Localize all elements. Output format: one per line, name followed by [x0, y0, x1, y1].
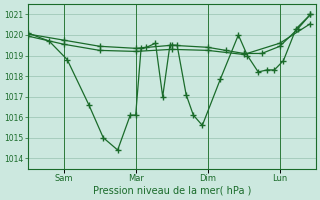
X-axis label: Pression niveau de la mer( hPa ): Pression niveau de la mer( hPa )	[92, 186, 251, 196]
